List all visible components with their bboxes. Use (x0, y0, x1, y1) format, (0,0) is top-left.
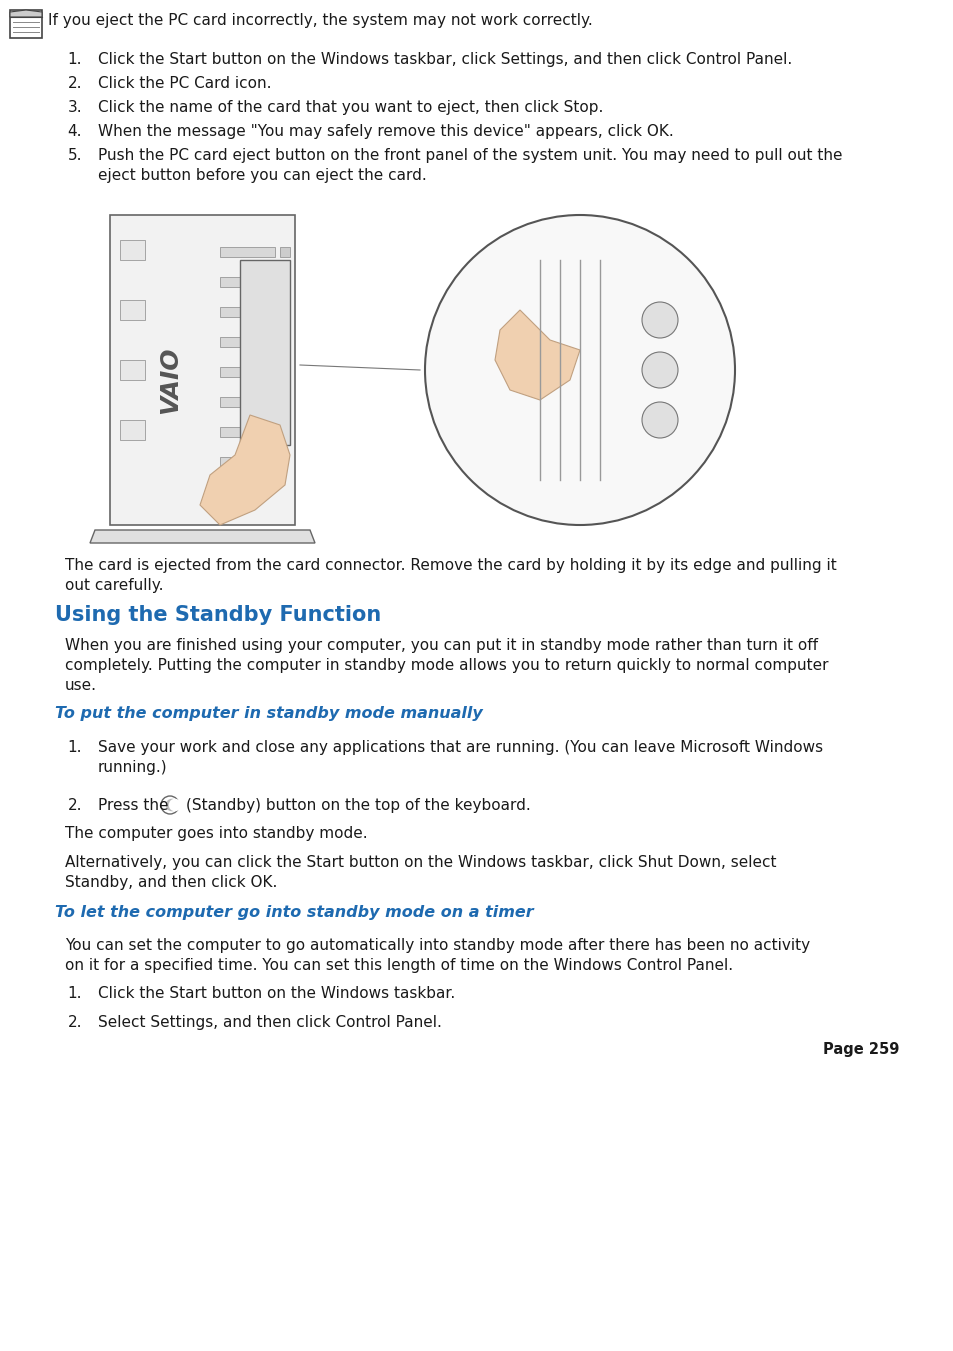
Text: The computer goes into standby mode.: The computer goes into standby mode. (65, 825, 367, 842)
Text: The card is ejected from the card connector. Remove the card by holding it by it: The card is ejected from the card connec… (65, 558, 836, 573)
Text: Press the: Press the (98, 798, 173, 813)
Text: 2.: 2. (68, 798, 82, 813)
Circle shape (641, 403, 678, 438)
Bar (220, 367, 274, 377)
Text: Alternatively, you can click the Start button on the Windows taskbar, click Shut: Alternatively, you can click the Start b… (65, 855, 776, 870)
Bar (55, 185, 898, 544)
Bar (120, 300, 145, 320)
Bar (280, 307, 290, 317)
Text: completely. Putting the computer in standby mode allows you to return quickly to: completely. Putting the computer in stan… (65, 658, 827, 673)
Text: 2.: 2. (68, 76, 82, 91)
Bar (220, 307, 274, 317)
Text: Click the Start button on the Windows taskbar, click Settings, and then click Co: Click the Start button on the Windows ta… (98, 51, 791, 68)
Text: 4.: 4. (68, 124, 82, 139)
Polygon shape (495, 309, 579, 400)
Text: eject button before you can eject the card.: eject button before you can eject the ca… (98, 168, 426, 182)
Text: (Standby) button on the top of the keyboard.: (Standby) button on the top of the keybo… (186, 798, 530, 813)
Text: 1.: 1. (68, 51, 82, 68)
Text: Select Settings, and then click Control Panel.: Select Settings, and then click Control … (98, 1015, 441, 1029)
FancyBboxPatch shape (10, 9, 42, 38)
Text: Click the PC Card icon.: Click the PC Card icon. (98, 76, 272, 91)
Bar (280, 247, 290, 257)
Bar (220, 397, 274, 407)
Circle shape (169, 798, 181, 812)
Text: When you are finished using your computer, you can put it in standby mode rather: When you are finished using your compute… (65, 638, 817, 653)
Text: Click the name of the card that you want to eject, then click Stop.: Click the name of the card that you want… (98, 100, 602, 115)
Bar (280, 336, 290, 347)
Bar (120, 359, 145, 380)
Text: on it for a specified time. You can set this length of time on the Windows Contr: on it for a specified time. You can set … (65, 958, 732, 973)
Text: Page 259: Page 259 (821, 1042, 898, 1056)
Bar (220, 427, 274, 436)
Circle shape (641, 303, 678, 338)
Text: To put the computer in standby mode manually: To put the computer in standby mode manu… (55, 707, 482, 721)
Circle shape (424, 215, 734, 526)
Bar (220, 336, 274, 347)
Polygon shape (10, 9, 42, 18)
Text: VAIO: VAIO (158, 346, 182, 413)
Bar (280, 367, 290, 377)
Text: 3.: 3. (68, 100, 82, 115)
Text: To let the computer go into standby mode on a timer: To let the computer go into standby mode… (55, 905, 533, 920)
Bar (240, 259, 290, 444)
Text: Push the PC card eject button on the front panel of the system unit. You may nee: Push the PC card eject button on the fro… (98, 149, 841, 163)
Text: 2.: 2. (68, 1015, 82, 1029)
Text: Using the Standby Function: Using the Standby Function (55, 605, 381, 626)
Polygon shape (200, 415, 290, 526)
FancyBboxPatch shape (110, 215, 294, 526)
Circle shape (166, 798, 178, 812)
Bar (280, 277, 290, 286)
Bar (220, 457, 274, 467)
Text: When the message "You may safely remove this device" appears, click OK.: When the message "You may safely remove … (98, 124, 673, 139)
Circle shape (161, 796, 179, 815)
Text: Standby, and then click OK.: Standby, and then click OK. (65, 875, 277, 890)
Text: You can set the computer to go automatically into standby mode after there has b: You can set the computer to go automatic… (65, 938, 809, 952)
Text: out carefully.: out carefully. (65, 578, 163, 593)
Polygon shape (90, 530, 314, 543)
Text: Save your work and close any applications that are running. (You can leave Micro: Save your work and close any application… (98, 740, 822, 755)
Text: If you eject the PC card incorrectly, the system may not work correctly.: If you eject the PC card incorrectly, th… (48, 14, 592, 28)
Text: running.): running.) (98, 761, 168, 775)
Text: Click the Start button on the Windows taskbar.: Click the Start button on the Windows ta… (98, 986, 455, 1001)
Circle shape (641, 353, 678, 388)
Bar (220, 277, 274, 286)
Bar (220, 247, 274, 257)
Text: use.: use. (65, 678, 97, 693)
Bar (120, 420, 145, 440)
Text: 1.: 1. (68, 740, 82, 755)
Text: 1.: 1. (68, 986, 82, 1001)
Text: 5.: 5. (68, 149, 82, 163)
Bar (120, 240, 145, 259)
